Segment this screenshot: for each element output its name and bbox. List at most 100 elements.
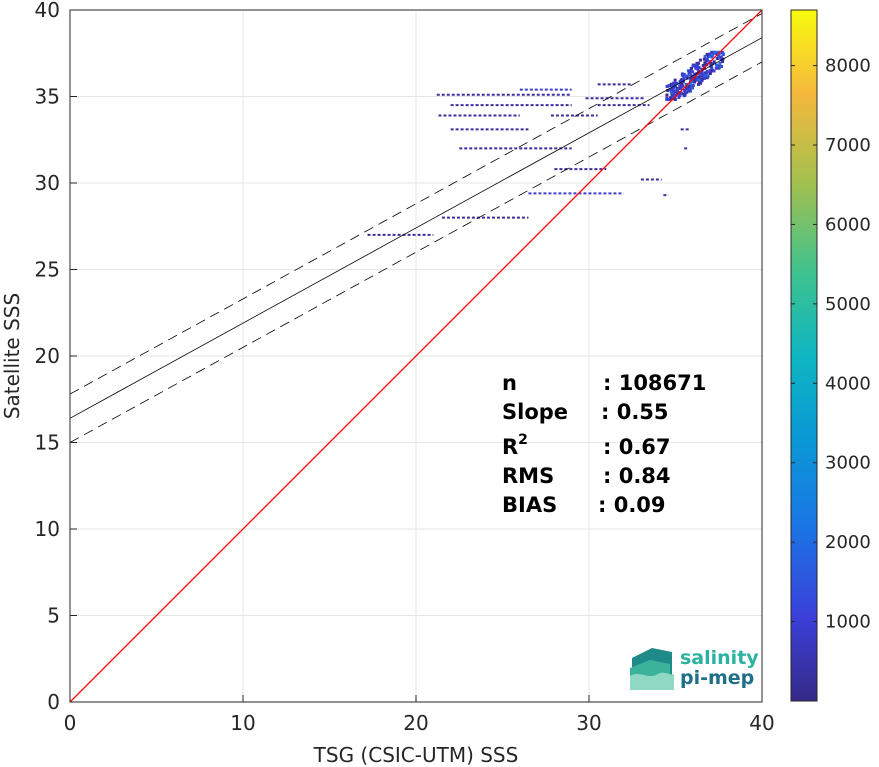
density-cell bbox=[687, 85, 691, 89]
density-cell bbox=[718, 61, 722, 65]
stat-value: : 108671 bbox=[603, 371, 706, 395]
density-cell bbox=[682, 88, 686, 92]
density-cell bbox=[705, 57, 709, 61]
density-cell bbox=[675, 81, 679, 85]
density-cell bbox=[671, 92, 675, 96]
density-cell bbox=[702, 57, 706, 61]
logo-text-salinity: salinity bbox=[680, 647, 759, 669]
density-cell bbox=[711, 53, 715, 57]
density-cell bbox=[682, 92, 686, 96]
y-tick-label: 0 bbox=[47, 690, 60, 714]
density-cell bbox=[681, 80, 685, 84]
stat-label: Slope bbox=[502, 400, 568, 424]
colorbar-tick-label: 6000 bbox=[825, 214, 871, 235]
density-cell bbox=[697, 82, 701, 86]
density-cell bbox=[717, 50, 721, 54]
density-cell bbox=[720, 50, 724, 54]
regression-line bbox=[70, 37, 762, 419]
density-cell bbox=[685, 74, 689, 78]
density-cell bbox=[715, 57, 719, 61]
density-cell bbox=[672, 86, 676, 90]
y-tick-label: 10 bbox=[35, 517, 60, 541]
density-cell bbox=[699, 81, 703, 85]
density-cell bbox=[719, 55, 723, 59]
density-cell bbox=[690, 75, 694, 79]
x-axis-ticks: 0 10 20 30 40 bbox=[64, 695, 775, 735]
density-cell bbox=[665, 93, 669, 97]
density-cell bbox=[679, 80, 683, 84]
density-cell bbox=[682, 78, 686, 82]
density-cell bbox=[679, 78, 683, 82]
density-cell bbox=[708, 52, 712, 56]
density-cell bbox=[712, 69, 716, 73]
x-tick-label: 10 bbox=[230, 711, 255, 735]
density-cell bbox=[673, 98, 677, 102]
density-cell bbox=[683, 93, 687, 97]
y-axis-ticks: 0 5 10 15 20 25 30 35 40 bbox=[35, 0, 77, 714]
y-tick-label: 35 bbox=[35, 85, 60, 109]
logo: salinity pi-mep bbox=[630, 647, 759, 690]
density-cell bbox=[669, 96, 673, 100]
density-cell bbox=[712, 60, 716, 64]
stat-value: : 0.84 bbox=[603, 464, 671, 488]
density-cell bbox=[719, 57, 723, 61]
density-cell bbox=[686, 87, 690, 91]
density-cell bbox=[691, 70, 695, 74]
density-cell bbox=[702, 73, 706, 77]
density-cell bbox=[675, 91, 679, 95]
density-cell bbox=[714, 66, 718, 70]
density-cell bbox=[665, 97, 669, 101]
density-cell bbox=[701, 63, 705, 67]
density-cell bbox=[683, 74, 687, 78]
y-tick-label: 20 bbox=[35, 344, 60, 368]
regression-upper-bound bbox=[70, 13, 762, 395]
density-cell bbox=[680, 85, 684, 89]
density-cell bbox=[673, 90, 677, 94]
colorbar-tick-label: 5000 bbox=[825, 294, 871, 315]
density-cell bbox=[665, 84, 669, 88]
colorbar-tick-label: 8000 bbox=[825, 56, 871, 77]
density-cell bbox=[714, 63, 718, 67]
stats-box: n: 108671 Slope: 0.55 R2: 0.67 RMS: 0.84 BIA… bbox=[502, 371, 706, 517]
y-tick-label: 40 bbox=[35, 0, 60, 22]
stat-label: n bbox=[502, 371, 517, 395]
density-cell bbox=[687, 72, 691, 76]
density-cell bbox=[703, 61, 707, 65]
x-tick-label: 40 bbox=[749, 711, 774, 735]
colorbar-tick-label: 4000 bbox=[825, 373, 871, 394]
density-cell bbox=[689, 89, 693, 93]
density-cell bbox=[690, 86, 694, 90]
density-cell bbox=[697, 75, 701, 79]
density-cell bbox=[700, 74, 704, 78]
colorbar-ticks: 1000 2000 3000 4000 5000 6000 7000 8000 bbox=[791, 56, 871, 633]
density-cell bbox=[718, 65, 722, 69]
density-cell bbox=[689, 77, 693, 81]
density-cell bbox=[697, 65, 701, 69]
stat-label: RMS bbox=[502, 464, 554, 488]
stat-label: BIAS bbox=[502, 493, 557, 517]
density-cell bbox=[695, 61, 699, 65]
density-cell bbox=[677, 95, 681, 99]
plot-area: 0 10 20 30 40 0 5 10 15 20 25 30 35 40 bbox=[35, 0, 775, 735]
density-cell bbox=[697, 78, 701, 82]
density-cell bbox=[669, 90, 673, 94]
density-cell bbox=[689, 84, 693, 88]
x-axis-label: TSG (CSIC-UTM) SSS bbox=[313, 743, 519, 767]
x-tick-label: 30 bbox=[576, 711, 601, 735]
density-cell bbox=[697, 69, 701, 73]
density-cell bbox=[666, 88, 670, 92]
density-cell bbox=[680, 82, 684, 86]
density-cell bbox=[668, 97, 672, 101]
density-cell bbox=[671, 89, 675, 93]
stat-value: : 0.09 bbox=[598, 493, 666, 517]
density-cell bbox=[720, 60, 724, 64]
density-cell bbox=[694, 66, 698, 70]
density-cell bbox=[668, 83, 672, 87]
density-cell bbox=[703, 54, 707, 58]
y-tick-label: 5 bbox=[47, 604, 60, 628]
density-cell bbox=[710, 50, 714, 54]
colorbar: 1000 2000 3000 4000 5000 6000 7000 8000 bbox=[790, 9, 871, 702]
stat-value: : 0.55 bbox=[601, 400, 669, 424]
density-cell bbox=[682, 76, 686, 80]
